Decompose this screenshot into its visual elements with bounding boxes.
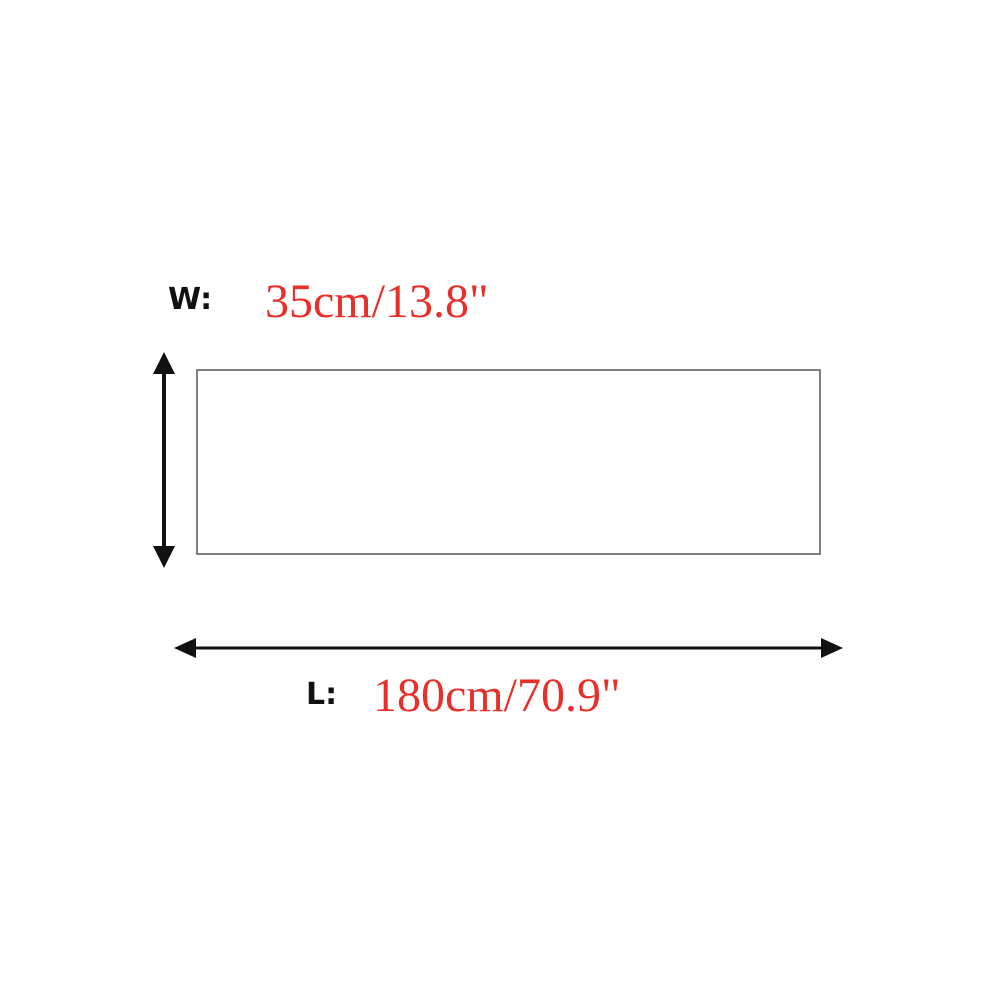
product-outline: [196, 369, 821, 555]
horizontal-double-arrow-icon: [174, 638, 843, 658]
width-key-label: W:: [168, 282, 213, 317]
width-value-label: 35cm/13.8": [265, 275, 489, 328]
length-value-label: 180cm/70.9": [373, 669, 621, 722]
length-key-label: L:: [306, 677, 338, 712]
vertical-double-arrow-icon: [153, 352, 175, 568]
